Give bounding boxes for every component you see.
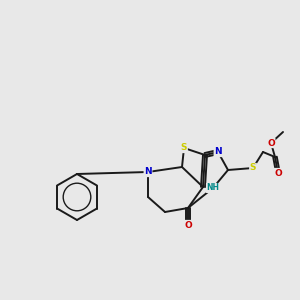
Text: N: N [144, 167, 152, 176]
Text: O: O [267, 139, 275, 148]
Text: S: S [250, 164, 256, 172]
Text: O: O [184, 220, 192, 230]
Text: S: S [181, 143, 187, 152]
Text: NH: NH [206, 184, 220, 193]
Text: O: O [274, 169, 282, 178]
Text: N: N [214, 148, 222, 157]
